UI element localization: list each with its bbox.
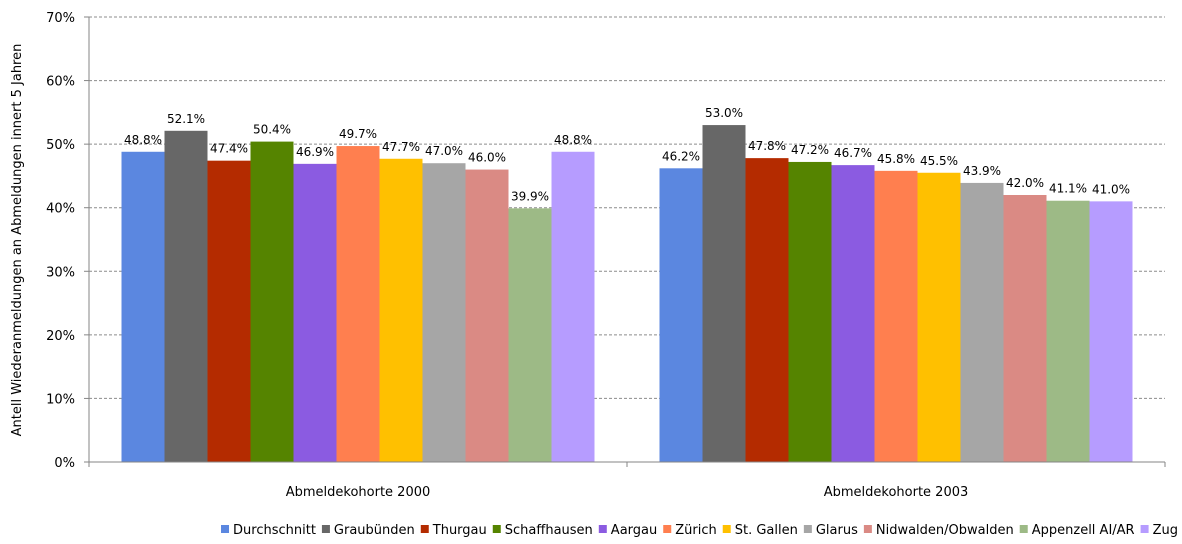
- data-label: 47.0%: [425, 144, 463, 158]
- bar: [207, 160, 251, 462]
- bar: [250, 141, 294, 462]
- legend-swatch: [1140, 525, 1149, 533]
- y-axis-label: Antell Wiederanmeldungen an Abmeldungen …: [10, 44, 25, 437]
- legend-swatch: [420, 525, 429, 533]
- data-label: 45.8%: [877, 152, 915, 166]
- bar: [508, 208, 552, 462]
- bar: [293, 163, 337, 462]
- bar: [917, 172, 961, 462]
- bar: [1003, 195, 1047, 462]
- y-axis-ticks: 0% 10% 20% 30% 40% 50% 60% 70%: [46, 11, 89, 471]
- bar: [1046, 200, 1090, 462]
- legend-swatch: [598, 525, 607, 533]
- data-label: 41.0%: [1092, 182, 1130, 196]
- bar: [121, 151, 165, 462]
- category-labels: Abmeldekohorte 2000 Abmeldekohorte 2003: [286, 485, 969, 500]
- bar: [659, 168, 703, 463]
- bar: [379, 158, 423, 462]
- y-tick-label: 30%: [46, 265, 75, 280]
- y-tick-label: 0%: [54, 456, 75, 471]
- data-label: 48.8%: [124, 133, 162, 147]
- data-label: 47.8%: [748, 139, 786, 153]
- category-label: Abmeldekohorte 2000: [286, 485, 431, 500]
- legend-label: St. Gallen: [735, 523, 798, 538]
- legend-label: Appenzell AI/AR: [1032, 523, 1135, 538]
- legend-label: Nidwalden/Obwalden: [876, 523, 1014, 538]
- data-label: 48.8%: [554, 133, 592, 147]
- bar: [551, 151, 595, 462]
- y-tick-label: 10%: [46, 392, 75, 407]
- legend-swatch: [863, 525, 872, 533]
- legend-swatch: [221, 525, 230, 533]
- bar: [702, 125, 746, 463]
- data-label: 46.7%: [834, 146, 872, 160]
- bars: [121, 125, 1133, 463]
- legend-label: Graubünden: [334, 523, 415, 538]
- data-label: 41.1%: [1049, 182, 1087, 196]
- y-tick-label: 20%: [46, 329, 75, 344]
- legend-swatch: [492, 525, 501, 533]
- bar: [336, 146, 380, 463]
- data-label: 47.2%: [791, 143, 829, 157]
- legend-label: Glarus: [816, 523, 858, 538]
- bar: [422, 163, 466, 462]
- bar: [788, 161, 832, 462]
- data-label: 43.9%: [963, 164, 1001, 178]
- legend-label: Zug: [1153, 523, 1178, 538]
- data-label: 49.7%: [339, 127, 377, 141]
- bar: [164, 130, 208, 463]
- data-label: 50.4%: [253, 123, 291, 137]
- legend-swatch: [722, 525, 731, 533]
- y-tick-label: 50%: [46, 138, 75, 153]
- legend-swatch: [321, 525, 330, 533]
- data-labels: 48.8% 52.1% 47.4% 50.4% 46.9% 49.7% 47.7% 47.0%…: [124, 106, 1130, 203]
- bar: [1089, 201, 1133, 462]
- axes: [88, 17, 1166, 467]
- legend-label: Durchschnitt: [233, 523, 316, 538]
- data-label: 46.0%: [468, 151, 506, 165]
- data-label: 42.0%: [1006, 176, 1044, 190]
- data-label: 53.0%: [705, 106, 743, 120]
- data-label: 46.9%: [296, 145, 334, 159]
- y-tick-label: 40%: [46, 202, 75, 217]
- legend: Durchschnitt Graubünden Thurgau Schaffhause…: [221, 523, 1178, 538]
- data-label: 46.2%: [662, 149, 700, 163]
- data-label: 39.9%: [511, 189, 549, 203]
- legend-label: Schaffhausen: [505, 523, 593, 538]
- data-label: 52.1%: [167, 112, 205, 126]
- data-label: 47.7%: [382, 140, 420, 154]
- data-label: 47.4%: [210, 142, 248, 156]
- legend-swatch: [803, 525, 812, 533]
- y-tick-label: 60%: [46, 75, 75, 90]
- data-label: 45.5%: [920, 154, 958, 168]
- y-tick-label: 70%: [46, 11, 75, 26]
- bar: [960, 182, 1004, 462]
- legend-swatch: [1019, 525, 1028, 533]
- bar: [874, 170, 918, 463]
- legend-label: Thurgau: [432, 523, 487, 538]
- legend-swatch: [663, 525, 672, 533]
- bar: [745, 158, 789, 462]
- legend-label: Aargau: [611, 523, 657, 538]
- legend-label: Zürich: [675, 523, 717, 538]
- bar: [465, 169, 509, 463]
- bar: [831, 165, 875, 462]
- category-label: Abmeldekohorte 2003: [824, 485, 969, 500]
